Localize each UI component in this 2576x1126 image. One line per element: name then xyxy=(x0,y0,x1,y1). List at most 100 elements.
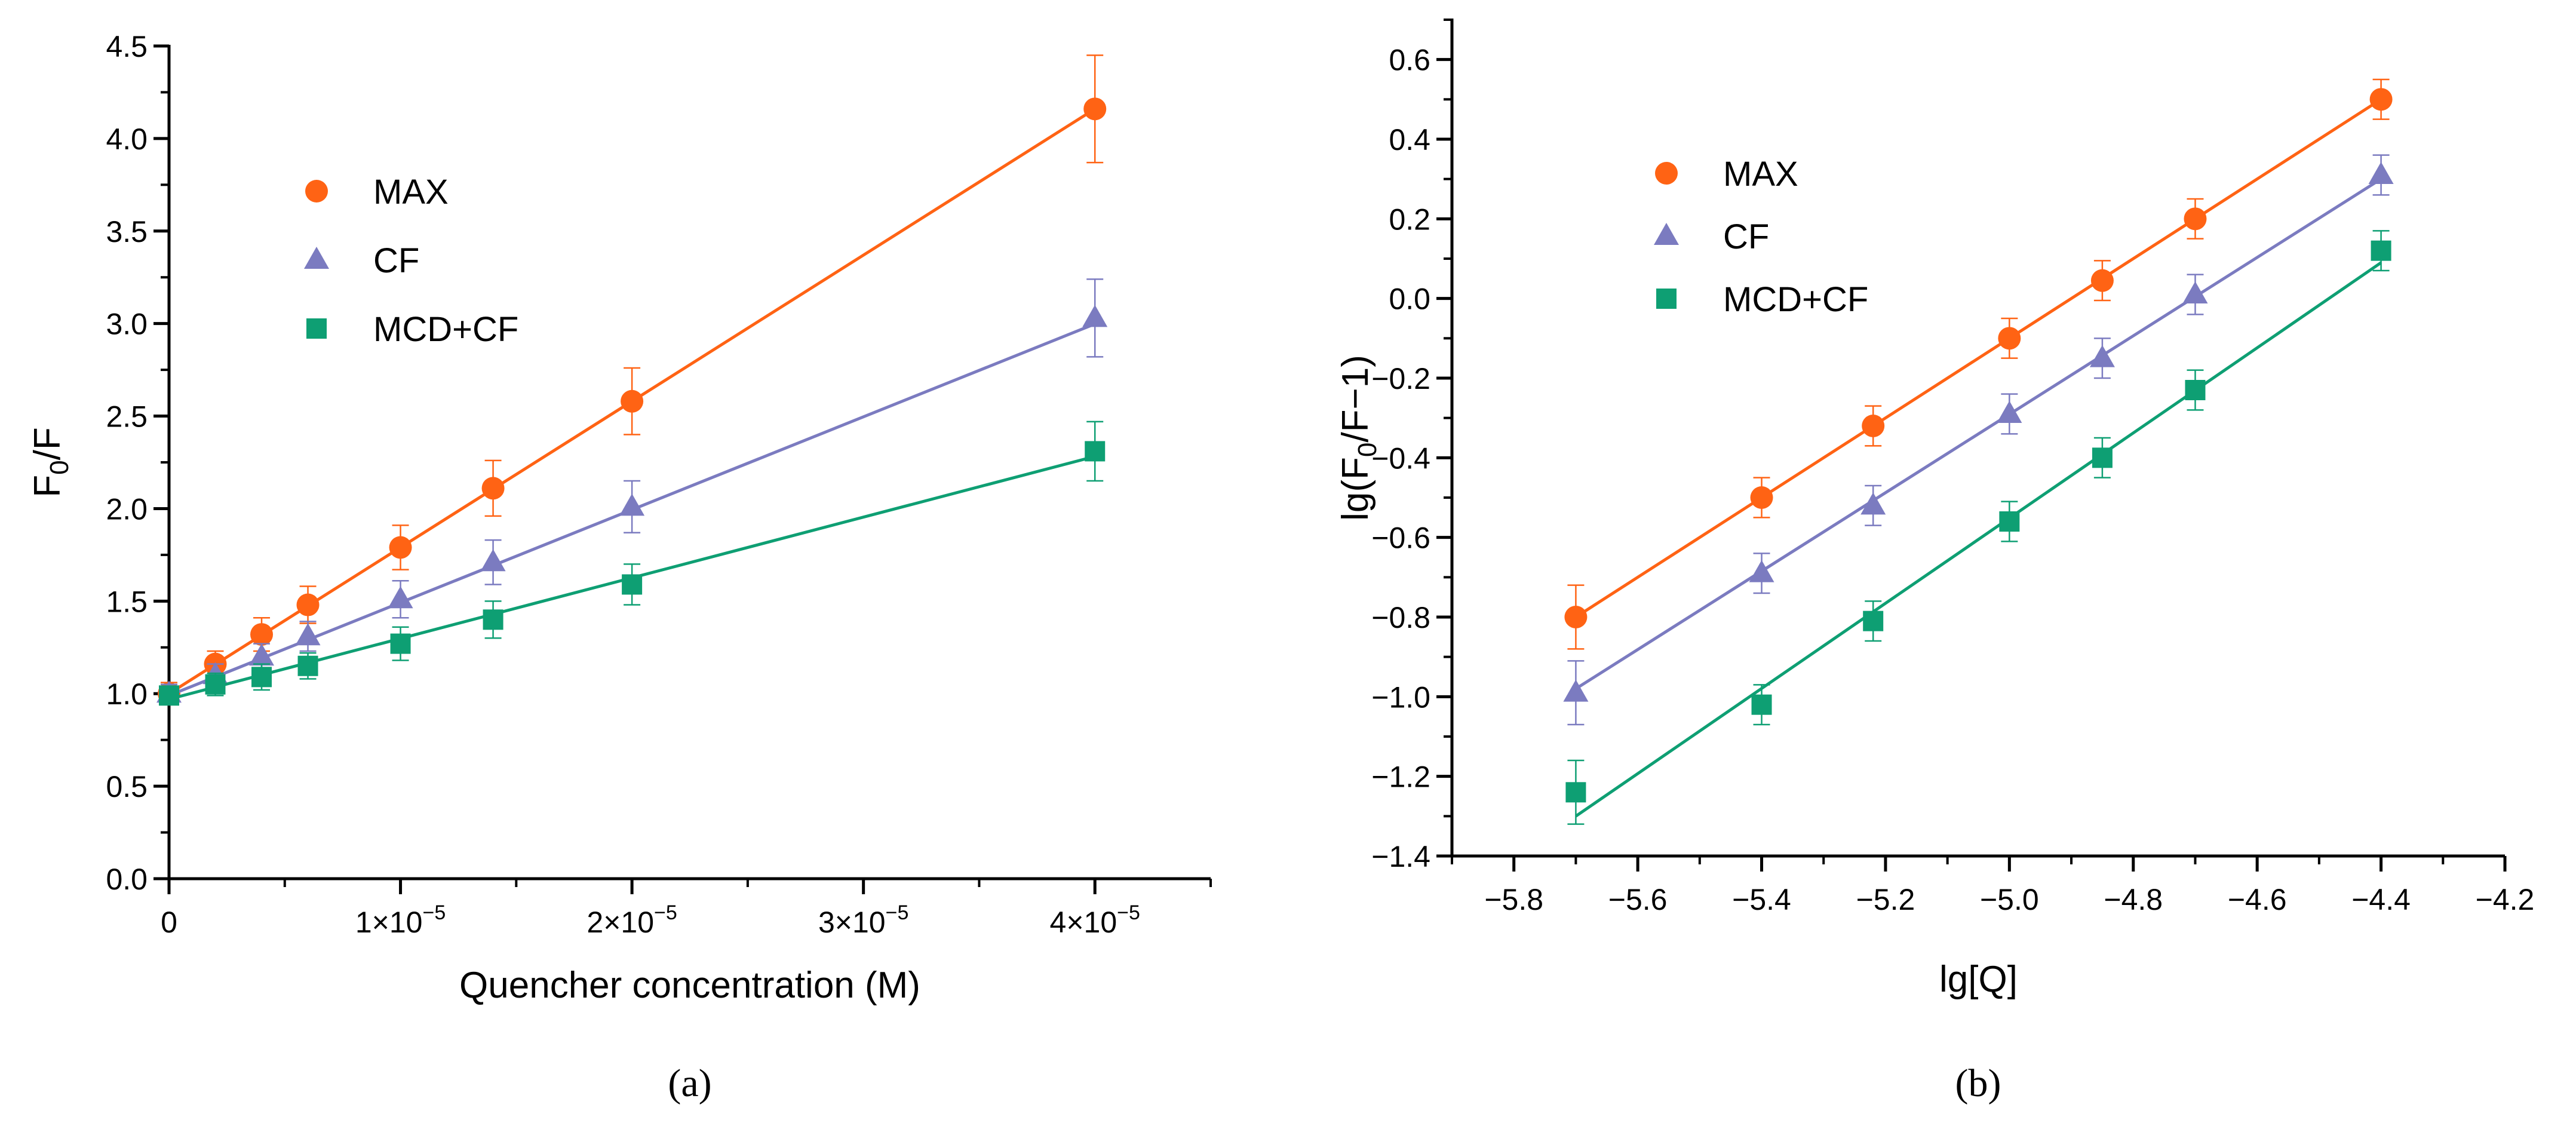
data-point xyxy=(1563,679,1589,702)
x-tick-label: −4.2 xyxy=(2476,883,2535,916)
data-point xyxy=(1999,511,2020,532)
data-point xyxy=(2089,345,2115,367)
data-point xyxy=(2184,207,2207,231)
x-tick-label-exponent: −5 xyxy=(1117,901,1140,924)
legend-label: MCD+CF xyxy=(373,310,518,349)
panel-label: (a) xyxy=(668,1061,711,1105)
legend-marker xyxy=(1655,162,1678,185)
data-point xyxy=(481,477,505,500)
data-point xyxy=(2092,447,2113,468)
x-tick-label: −4.8 xyxy=(2104,883,2163,916)
data-point xyxy=(1863,610,1884,631)
x-tick-label-exponent: −5 xyxy=(422,901,446,924)
data-point xyxy=(2185,380,2206,400)
y-tick-label: 0.4 xyxy=(1389,123,1430,157)
x-tick-label-base: −4.2 xyxy=(2476,883,2535,916)
data-point xyxy=(1749,560,1774,582)
y-axis-title-subscript: 0 xyxy=(1353,443,1382,457)
y-axis-title-subscript: 0 xyxy=(45,460,74,474)
x-tick-label-base: −5.6 xyxy=(1608,883,1668,916)
data-point xyxy=(621,389,644,413)
legend-label: MAX xyxy=(373,173,449,211)
data-point xyxy=(1082,305,1108,327)
legend-label: CF xyxy=(1723,217,1769,256)
x-tick-label-base: −4.8 xyxy=(2104,883,2163,916)
x-axis-title: Quencher concentration (M) xyxy=(459,965,920,1006)
x-tick-label: 4×10−5 xyxy=(1050,901,1140,939)
fit-line xyxy=(1575,177,2382,691)
x-tick-label: −4.6 xyxy=(2228,883,2287,916)
y-axis-title: lg(F0/F−1) xyxy=(1335,355,1382,521)
x-tick-label: −4.4 xyxy=(2351,883,2411,916)
y-tick-label: 3.5 xyxy=(106,215,148,248)
y-tick-label: −1.0 xyxy=(1371,680,1430,714)
data-point xyxy=(1860,492,1886,515)
legend-marker xyxy=(304,247,329,269)
y-tick-label: 0.0 xyxy=(1389,283,1430,316)
y-tick-label: 4.0 xyxy=(106,122,148,156)
data-point xyxy=(483,609,503,630)
x-tick-label-base: −4.6 xyxy=(2228,883,2287,916)
y-tick-label: −1.4 xyxy=(1371,840,1430,873)
y-axis-title-rest: /F−1) xyxy=(1335,355,1376,442)
y-tick-label: 2.0 xyxy=(106,492,148,526)
x-tick-label: 3×10−5 xyxy=(818,901,908,939)
x-tick-label-exponent: −5 xyxy=(654,901,677,924)
x-tick-label-base: −5.0 xyxy=(1980,883,2039,916)
x-tick-label: 2×10−5 xyxy=(587,901,677,939)
y-tick-label: 1.5 xyxy=(106,585,148,618)
legend-marker xyxy=(305,180,328,203)
series-cf xyxy=(1563,154,2394,726)
legend-label: MCD+CF xyxy=(1723,280,1868,319)
data-point xyxy=(2090,269,2114,292)
y-tick-label: −0.2 xyxy=(1371,362,1430,395)
x-tick-label: −5.2 xyxy=(1856,883,1915,916)
data-point xyxy=(159,685,179,706)
data-point xyxy=(1862,415,1885,437)
data-point xyxy=(388,586,413,609)
chart-b-double-log: −5.8 −5.6 −5.4 −5.2 −5.0 −4.8 −4.6 −4.4 −4.2 −1.4… xyxy=(1335,19,2534,1105)
data-point xyxy=(1751,694,1772,715)
x-tick-label: −5.8 xyxy=(1484,883,1543,916)
x-axis-title: lg[Q] xyxy=(1939,959,2018,1000)
fit-line xyxy=(1575,98,2382,619)
x-tick-label: −5.6 xyxy=(1608,883,1668,916)
y-tick-label: 0.2 xyxy=(1389,203,1430,236)
x-tick-label-base: −5.2 xyxy=(1856,883,1915,916)
x-tick-label-base: 4×10 xyxy=(1050,906,1117,939)
x-tick-label: 0 xyxy=(161,906,177,939)
y-tick-label: 3.0 xyxy=(106,308,148,341)
panel-label: (b) xyxy=(1955,1061,2001,1105)
data-point xyxy=(2368,162,2394,184)
legend-label: CF xyxy=(373,241,419,280)
data-point xyxy=(1997,401,2022,423)
data-point xyxy=(622,574,643,595)
data-point xyxy=(295,623,321,646)
legend: MAX CF MCD+CF xyxy=(304,173,518,349)
data-point xyxy=(1085,441,1106,462)
data-point xyxy=(1998,327,2021,350)
y-axis-title-main: F xyxy=(27,475,68,498)
data-point xyxy=(2369,88,2393,111)
y-tick-label: −0.4 xyxy=(1371,441,1430,475)
y-tick-label: −0.8 xyxy=(1371,601,1430,634)
data-point xyxy=(296,593,320,616)
x-tick-label-exponent: −5 xyxy=(886,901,909,924)
x-tick-label-base: 3×10 xyxy=(818,906,886,939)
y-tick-label: 0.6 xyxy=(1389,44,1430,77)
data-point xyxy=(1750,486,1773,509)
data-point xyxy=(297,655,318,676)
series-mcd-cf xyxy=(1565,230,2391,825)
data-point xyxy=(1564,606,1588,628)
data-point xyxy=(250,623,274,646)
y-tick-label: 4.5 xyxy=(106,30,148,63)
data-point xyxy=(205,674,226,695)
x-tick-label-base: 0 xyxy=(161,906,177,939)
legend-marker xyxy=(1656,289,1677,309)
x-tick-label: −5.0 xyxy=(1980,883,2039,916)
series-max xyxy=(158,54,1107,706)
y-axis-title: F0/F xyxy=(27,427,74,497)
series-max xyxy=(1564,78,2393,650)
y-axis-title-main: lg(F xyxy=(1335,457,1376,521)
